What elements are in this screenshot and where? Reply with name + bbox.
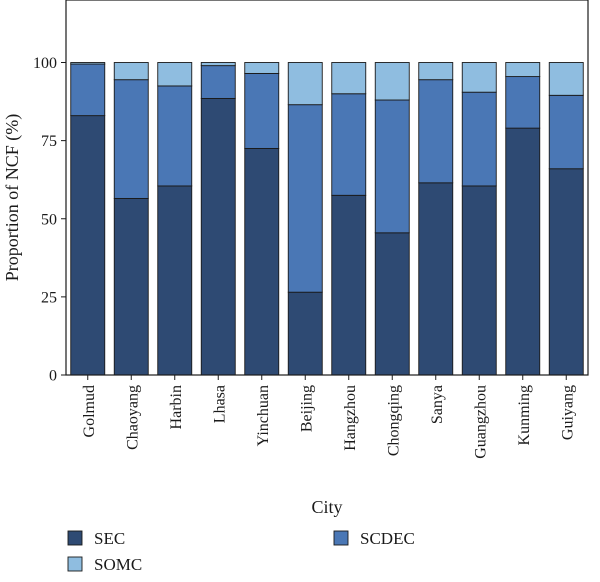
bar-somc-hangzhou xyxy=(331,62,367,95)
y-axis: 0 25 50 75 100 xyxy=(33,55,66,385)
bar-scdec-hangzhou xyxy=(331,93,367,196)
bar-scdec-chaoyang xyxy=(113,79,149,199)
bar-sec-harbin xyxy=(157,185,193,376)
bar-sec-lhasa xyxy=(200,97,236,376)
bar-somc-chaoyang xyxy=(113,62,149,81)
legend-swatch-somc xyxy=(67,556,83,572)
y-tick-label: 100 xyxy=(33,55,57,72)
bar-somc-chongqing xyxy=(374,62,410,101)
bar-somc-lhasa xyxy=(200,62,236,67)
x-tick-label: Sanya xyxy=(429,385,446,424)
bar-sec-golmud xyxy=(70,115,106,376)
bar-sec-hangzhou xyxy=(331,194,367,376)
bar-scdec-yinchuan xyxy=(244,72,280,149)
legend-swatch-sec xyxy=(67,530,83,546)
bar-sec-beijing xyxy=(287,291,323,376)
y-axis-label: Proportion of NCF (%) xyxy=(2,114,23,282)
bars-group xyxy=(70,62,584,376)
plot-frame xyxy=(65,0,589,376)
x-tick-label: Hangzhou xyxy=(342,385,359,451)
y-tick-label: 75 xyxy=(41,133,57,150)
y-tick-label: 0 xyxy=(49,368,57,385)
bar-somc-yinchuan xyxy=(244,62,280,74)
bar-scdec-harbin xyxy=(157,85,193,187)
bar-sec-yinchuan xyxy=(244,147,280,376)
bar-sec-chongqing xyxy=(374,232,410,376)
bar-sec-sanya xyxy=(418,182,454,376)
bar-sec-kunming xyxy=(505,127,541,376)
x-axis: Golmud Chaoyang Harbin Lhasa Yinchuan Beijing… xyxy=(81,375,576,459)
legend-label-sec: SEC xyxy=(94,529,125,548)
bar-scdec-guiyang xyxy=(548,94,584,170)
x-axis-label: City xyxy=(311,497,342,517)
bar-scdec-chongqing xyxy=(374,99,410,234)
x-tick-label: Lhasa xyxy=(211,385,228,423)
bar-scdec-beijing xyxy=(287,104,323,293)
bar-somc-golmud xyxy=(70,62,106,65)
x-tick-label: Guangzhou xyxy=(472,385,489,459)
bar-somc-guiyang xyxy=(548,62,584,96)
bar-scdec-guangzhou xyxy=(461,91,497,187)
y-tick-label: 50 xyxy=(41,211,57,228)
x-tick-label: Guiyang xyxy=(559,385,576,440)
legend-swatch-scdec xyxy=(333,530,349,546)
legend-label-scdec: SCDEC xyxy=(360,529,415,548)
y-tick-label: 25 xyxy=(41,289,57,306)
x-tick-label: Harbin xyxy=(168,385,185,429)
legend: SEC SCDEC SOMC xyxy=(67,529,415,574)
bar-sec-guiyang xyxy=(548,168,584,376)
bar-scdec-golmud xyxy=(70,63,106,117)
x-tick-label: Chongqing xyxy=(385,385,402,456)
bar-scdec-kunming xyxy=(505,76,541,129)
bar-somc-guangzhou xyxy=(461,62,497,93)
bar-sec-chaoyang xyxy=(113,197,149,376)
legend-label-somc: SOMC xyxy=(94,555,142,574)
bar-somc-beijing xyxy=(287,62,323,106)
x-tick-label: Beijing xyxy=(298,385,315,432)
bar-scdec-sanya xyxy=(418,79,454,184)
bar-somc-sanya xyxy=(418,62,454,81)
bar-sec-guangzhou xyxy=(461,185,497,376)
x-tick-label: Kunming xyxy=(516,385,533,445)
x-tick-label: Yinchuan xyxy=(255,385,272,446)
bar-somc-kunming xyxy=(505,62,541,78)
x-tick-label: Chaoyang xyxy=(124,385,141,450)
x-tick-label: Golmud xyxy=(81,385,98,437)
bar-scdec-lhasa xyxy=(200,65,236,99)
bar-somc-harbin xyxy=(157,62,193,87)
